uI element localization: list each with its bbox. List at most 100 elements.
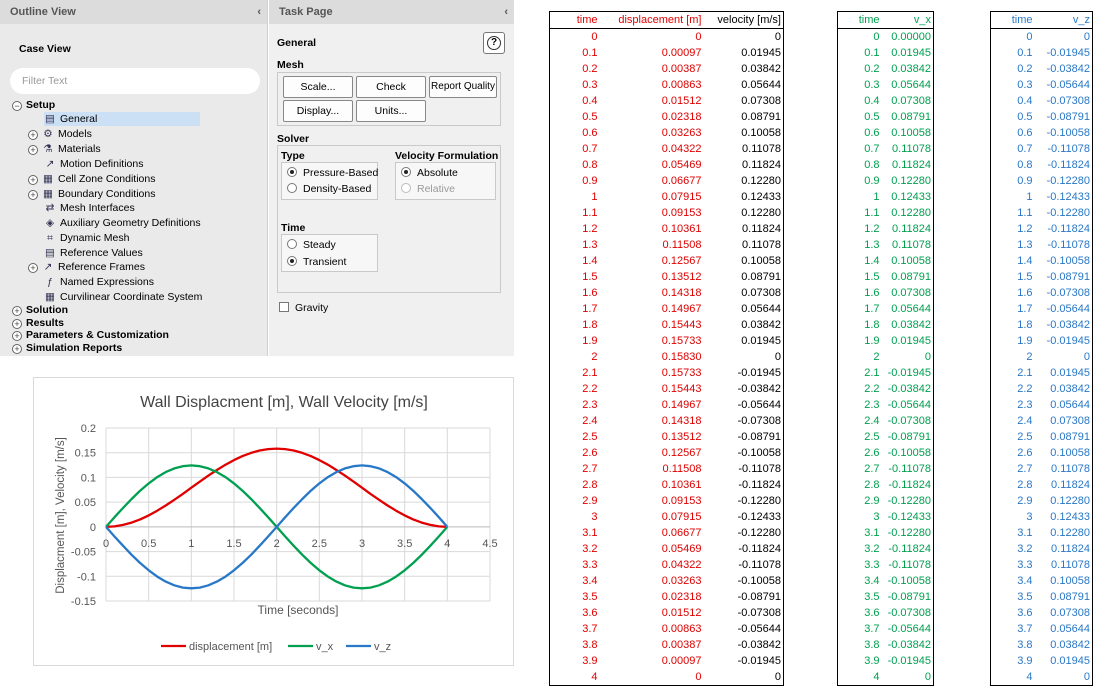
table-header[interactable]: time xyxy=(549,11,600,29)
table-cell[interactable]: 2.7 xyxy=(1017,463,1033,475)
transient-radio[interactable]: Transient xyxy=(287,256,346,268)
table-cell[interactable]: -0.11824 xyxy=(738,543,781,555)
table-cell[interactable]: 1.4 xyxy=(582,255,598,267)
table-cell[interactable]: 1.8 xyxy=(582,319,598,331)
table-cell[interactable]: 0.3 xyxy=(582,79,598,91)
table-cell[interactable]: -0.11824 xyxy=(888,543,931,555)
pressure-based-radio[interactable]: Pressure-Based xyxy=(287,167,378,179)
table-cell[interactable]: 0.10361 xyxy=(661,479,702,491)
table-cell[interactable]: 3.4 xyxy=(864,575,880,587)
table-cell[interactable]: 0.12433 xyxy=(741,191,781,203)
table-cell[interactable]: -0.03842 xyxy=(1046,319,1090,331)
display-button[interactable]: Display... xyxy=(283,100,353,122)
table-cell[interactable]: 0.12567 xyxy=(661,255,702,267)
table-cell[interactable]: 0.15733 xyxy=(661,335,702,347)
table-cell[interactable]: -0.11824 xyxy=(738,479,781,491)
table-cell[interactable]: 3.9 xyxy=(582,655,598,667)
table-cell[interactable]: 2.3 xyxy=(582,399,598,411)
table-cell[interactable]: 2.6 xyxy=(582,447,598,459)
table-cell[interactable]: 0.01945 xyxy=(1050,367,1090,379)
table-cell[interactable]: -0.08791 xyxy=(1046,271,1090,283)
table-cell[interactable]: 0.11078 xyxy=(892,143,931,155)
table-cell[interactable]: -0.11824 xyxy=(888,479,931,491)
table-cell[interactable]: 2.4 xyxy=(864,415,880,427)
table-cell[interactable]: 3.1 xyxy=(864,527,880,539)
table-cell[interactable]: 3.5 xyxy=(864,591,880,603)
table-cell[interactable]: 3 xyxy=(591,511,598,523)
table-cell[interactable]: 2.6 xyxy=(864,447,880,459)
table-cell[interactable]: 1.5 xyxy=(1017,271,1033,283)
table-cell[interactable]: -0.12280 xyxy=(737,527,781,539)
table-cell[interactable]: 3.7 xyxy=(1017,623,1033,635)
table-cell[interactable]: 0.00097 xyxy=(661,47,702,59)
table-cell[interactable]: 0.8 xyxy=(582,159,598,171)
table-cell[interactable]: -0.05644 xyxy=(737,399,781,411)
table-cell[interactable]: 0.01945 xyxy=(741,47,781,59)
table-cell[interactable]: 1.4 xyxy=(864,255,880,267)
table-header[interactable]: v_z xyxy=(1034,11,1093,29)
table-cell[interactable]: 1.1 xyxy=(1017,207,1033,219)
table-cell[interactable]: 0.12433 xyxy=(1050,511,1090,523)
table-cell[interactable]: 0.01945 xyxy=(1050,655,1090,667)
table-cell[interactable]: -0.05644 xyxy=(1046,79,1090,91)
tree-item-solution[interactable]: + Solution xyxy=(12,303,68,317)
report-quality-button[interactable]: Report Quality xyxy=(429,76,497,98)
table-cell[interactable]: 2.1 xyxy=(1017,367,1033,379)
table-cell[interactable]: -0.01945 xyxy=(1046,335,1090,347)
table-cell[interactable]: 0.05644 xyxy=(891,303,931,315)
table-cell[interactable]: 0.1 xyxy=(1017,47,1033,59)
table-cell[interactable]: 0 xyxy=(774,31,781,43)
table-cell[interactable]: 3.4 xyxy=(582,575,598,587)
table-cell[interactable]: 0 xyxy=(774,671,781,683)
table-cell[interactable]: 0.01512 xyxy=(661,95,702,107)
table-cell[interactable]: 0.5 xyxy=(582,111,598,123)
table-cell[interactable]: 3.1 xyxy=(1017,527,1033,539)
tree-item-reference-values[interactable]: ▤ Reference Values xyxy=(44,246,143,260)
tree-item-curvilinear-coordinate-system[interactable]: ▦ Curvilinear Coordinate System xyxy=(44,290,202,304)
tree-item-parameters-customization[interactable]: + Parameters & Customization xyxy=(12,328,169,342)
table-cell[interactable]: 0.15443 xyxy=(661,383,702,395)
table-cell[interactable]: 3.2 xyxy=(864,543,880,555)
check-button[interactable]: Check xyxy=(356,76,426,98)
table-cell[interactable]: 0.04322 xyxy=(661,143,702,155)
tree-item-named-expressions[interactable]: ƒ Named Expressions xyxy=(44,275,154,289)
table-cell[interactable]: -0.10058 xyxy=(887,447,931,459)
table-cell[interactable]: -0.08791 xyxy=(737,431,781,443)
table-cell[interactable]: 0.8 xyxy=(864,159,880,171)
table-cell[interactable]: 0.07915 xyxy=(661,511,702,523)
table-cell[interactable]: 0.11824 xyxy=(892,223,931,235)
gravity-checkbox[interactable]: Gravity xyxy=(279,302,328,314)
table-cell[interactable]: 0.5 xyxy=(1017,111,1033,123)
table-cell[interactable]: 0.12433 xyxy=(891,191,931,203)
table-cell[interactable]: 0.12280 xyxy=(891,207,931,219)
table-cell[interactable]: 1.5 xyxy=(864,271,880,283)
table-header[interactable]: v_x xyxy=(881,11,934,29)
table-cell[interactable]: -0.08791 xyxy=(1046,111,1090,123)
table-cell[interactable]: 0.05644 xyxy=(1050,623,1090,635)
table-cell[interactable]: 3.1 xyxy=(582,527,598,539)
table-cell[interactable]: 0.7 xyxy=(1017,143,1033,155)
table-cell[interactable]: -0.11078 xyxy=(888,463,931,475)
table-cell[interactable]: 0 xyxy=(1083,31,1090,43)
collapse-task-icon[interactable]: ‹ xyxy=(504,6,508,18)
table-cell[interactable]: 0.11078 xyxy=(742,239,781,251)
table-header[interactable]: time xyxy=(837,11,882,29)
table-cell[interactable]: 0.12280 xyxy=(891,175,931,187)
table-cell[interactable]: 0.9 xyxy=(582,175,598,187)
table-cell[interactable]: 0.11078 xyxy=(1051,463,1090,475)
table-cell[interactable]: 0.03842 xyxy=(741,63,781,75)
table-cell[interactable]: 1.3 xyxy=(1017,239,1033,251)
table-cell[interactable]: 0.1 xyxy=(582,47,598,59)
table-cell[interactable]: 0 xyxy=(591,31,598,43)
table-cell[interactable]: 0.7 xyxy=(582,143,598,155)
table-cell[interactable]: -0.12280 xyxy=(1046,207,1090,219)
table-cell[interactable]: 0.12280 xyxy=(1050,527,1090,539)
table-cell[interactable]: 2.8 xyxy=(582,479,598,491)
table-cell[interactable]: 0.06677 xyxy=(661,527,702,539)
table-cell[interactable]: 1.3 xyxy=(582,239,598,251)
table-cell[interactable]: 0.03842 xyxy=(1050,639,1090,651)
table-cell[interactable]: 0 xyxy=(1083,671,1090,683)
table-cell[interactable]: 0.10058 xyxy=(741,255,781,267)
table-cell[interactable]: 0.13512 xyxy=(661,271,702,283)
table-cell[interactable]: 3.4 xyxy=(1017,575,1033,587)
